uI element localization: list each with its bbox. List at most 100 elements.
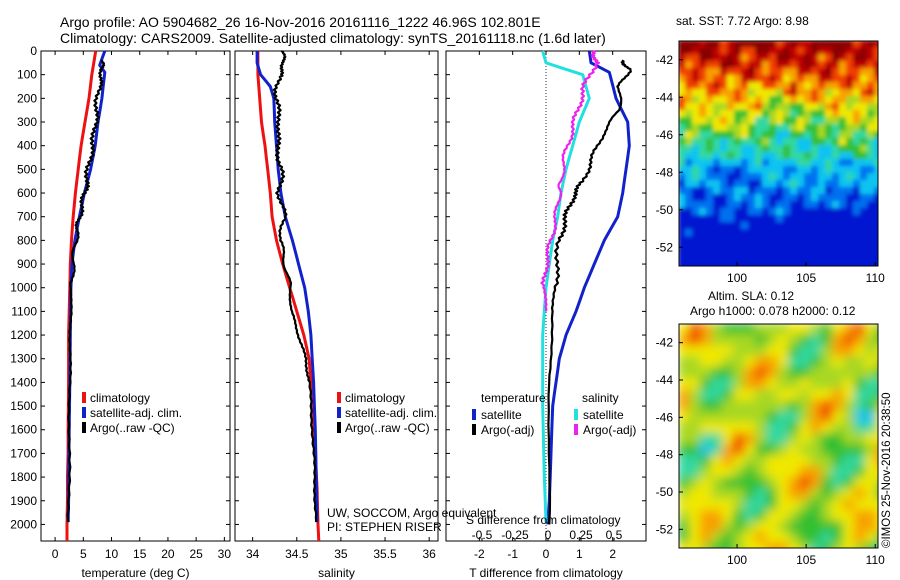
heatmap-cell	[804, 82, 813, 91]
heatmap-cell	[748, 61, 757, 70]
heatmap-cell	[832, 532, 845, 545]
heatmap-cell	[679, 145, 687, 154]
heatmap-cell	[804, 187, 813, 196]
x-tick-label: 15	[133, 547, 147, 561]
heatmap-cell	[689, 477, 702, 490]
heatmap-cell	[876, 455, 878, 468]
heatmap-cell	[825, 61, 834, 70]
heatmap-cell	[748, 110, 757, 119]
heatmap-cell	[748, 124, 757, 133]
heatmap-cell	[748, 159, 757, 168]
heatmap-cell	[799, 422, 812, 435]
heatmap-cell	[713, 89, 722, 98]
heatmap-cell	[766, 466, 779, 479]
heatmap-cell	[799, 466, 812, 479]
heatmap-cell	[679, 222, 687, 231]
heatmap-cell	[799, 543, 812, 548]
heatmap-cell	[860, 243, 869, 252]
heatmap-cell	[853, 117, 862, 126]
heatmap-cell	[854, 521, 867, 534]
heatmap-cell	[727, 201, 736, 210]
y-tick-label: 1100	[11, 304, 37, 318]
heatmap-cell	[720, 47, 729, 56]
heatmap-cell	[748, 173, 757, 182]
heatmap-cell	[748, 257, 757, 266]
heatmap-cell	[821, 466, 834, 479]
heatmap-cell	[755, 229, 764, 238]
heatmap-cell	[720, 152, 729, 161]
heatmap-cell	[832, 433, 845, 446]
heatmap-cell	[711, 345, 724, 358]
heatmap-cell	[810, 444, 823, 457]
heatmap-cell	[846, 166, 855, 175]
heatmap-cell	[766, 345, 779, 358]
heatmap-cell	[689, 510, 702, 523]
heatmap-cell	[679, 61, 687, 70]
map-y-tick-label: -44	[656, 373, 674, 387]
heatmap-cell	[769, 41, 778, 49]
heatmap-cell	[839, 89, 848, 98]
legend-swatch	[82, 392, 86, 403]
heatmap-cell	[713, 138, 722, 147]
heatmap-cell	[804, 54, 813, 63]
heatmap-cell	[685, 117, 694, 126]
heatmap-cell	[762, 47, 771, 56]
heatmap-cell	[744, 488, 757, 501]
heatmap-cell	[783, 187, 792, 196]
heatmap-cell	[720, 229, 729, 238]
heatmap-cell	[783, 41, 792, 49]
heatmap-cell	[790, 61, 799, 70]
heatmap-cell	[720, 257, 729, 266]
heatmap-cell	[776, 110, 785, 119]
heatmap-cell	[679, 201, 687, 210]
heatmap-cell	[797, 201, 806, 210]
heatmap-cell	[734, 47, 743, 56]
heatmap-cell	[846, 82, 855, 91]
heatmap-cell	[692, 96, 701, 105]
heatmap-cell	[865, 400, 878, 413]
heatmap-cell	[766, 444, 779, 457]
heatmap-cell	[692, 173, 701, 182]
heatmap-cell	[741, 68, 750, 77]
heatmap-cell	[811, 54, 820, 63]
heatmap-cell	[722, 389, 735, 402]
y-tick-label: 100	[17, 68, 37, 82]
heatmap-cell	[797, 110, 806, 119]
y-tick-label: 500	[17, 162, 37, 176]
top-axis-tick-label: 0	[545, 528, 552, 542]
heatmap-cell	[811, 166, 820, 175]
heatmap-cell	[853, 152, 862, 161]
heatmap-cell	[832, 145, 841, 154]
heatmap-cell	[766, 422, 779, 435]
heatmap-cell	[788, 334, 801, 347]
heatmap-cell	[685, 236, 694, 245]
heatmap-cell	[804, 180, 813, 189]
heatmap-cell	[755, 41, 764, 49]
heatmap-cell	[853, 187, 862, 196]
heatmap-cell	[700, 334, 713, 347]
heatmap-cell	[699, 222, 708, 231]
heatmap-cell	[854, 543, 867, 548]
heatmap-cell	[679, 510, 691, 523]
heatmap-cell	[810, 367, 823, 380]
heatmap-cell	[839, 131, 848, 140]
heatmap-cell	[799, 488, 812, 501]
heatmap-cell	[679, 187, 687, 196]
legend-swatch	[82, 407, 86, 418]
heatmap-cell	[843, 433, 856, 446]
heatmap-cell	[777, 324, 790, 336]
heatmap-cell	[692, 110, 701, 119]
heatmap-cell	[711, 444, 724, 457]
heatmap-cell	[769, 138, 778, 147]
heatmap-cell	[832, 166, 841, 175]
heatmap-cell	[706, 75, 715, 84]
heatmap-cell	[685, 152, 694, 161]
heatmap-cell	[777, 378, 790, 391]
heatmap-cell	[797, 89, 806, 98]
heatmap-cell	[854, 324, 867, 336]
legend-swatch	[337, 422, 341, 433]
heatmap-cell	[766, 532, 779, 545]
heatmap-cell	[769, 117, 778, 126]
heatmap-cell	[755, 145, 764, 154]
